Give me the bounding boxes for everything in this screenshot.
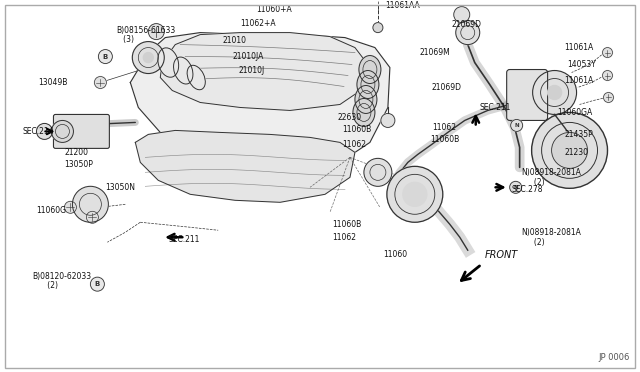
- Text: 11060: 11060: [383, 250, 407, 259]
- Circle shape: [602, 48, 612, 58]
- Circle shape: [99, 49, 113, 64]
- Text: 11062: 11062: [342, 140, 366, 149]
- Circle shape: [132, 42, 164, 74]
- Circle shape: [602, 71, 612, 80]
- Text: (3): (3): [116, 35, 134, 44]
- Text: 21435P: 21435P: [564, 130, 593, 139]
- Circle shape: [552, 132, 588, 169]
- Circle shape: [532, 71, 577, 115]
- Text: 11061A: 11061A: [564, 76, 594, 85]
- Text: SEC.278: SEC.278: [511, 185, 543, 194]
- Circle shape: [509, 181, 522, 193]
- FancyBboxPatch shape: [507, 70, 548, 121]
- Text: SEC.211: SEC.211: [480, 103, 511, 112]
- Ellipse shape: [353, 99, 375, 126]
- Circle shape: [454, 7, 470, 23]
- Text: N)08918-2081A: N)08918-2081A: [522, 168, 582, 177]
- Polygon shape: [135, 131, 355, 202]
- Ellipse shape: [355, 86, 377, 113]
- Text: 11062+A: 11062+A: [240, 19, 276, 28]
- Text: 21010: 21010: [222, 36, 246, 45]
- Text: 13049B: 13049B: [38, 78, 68, 87]
- Text: 11060+A: 11060+A: [256, 5, 292, 14]
- Text: B)08120-62033: B)08120-62033: [33, 272, 92, 280]
- Text: 11061AA: 11061AA: [385, 1, 420, 10]
- Circle shape: [604, 93, 614, 102]
- Text: 11060G: 11060G: [36, 206, 67, 215]
- Text: 22630: 22630: [338, 113, 362, 122]
- Ellipse shape: [359, 55, 381, 83]
- Text: SEC.214: SEC.214: [22, 127, 54, 136]
- Circle shape: [72, 186, 108, 222]
- Text: SEC.211: SEC.211: [168, 235, 200, 244]
- Text: 13050P: 13050P: [65, 160, 93, 169]
- Text: N: N: [515, 123, 519, 128]
- Ellipse shape: [187, 65, 205, 90]
- Text: 21230: 21230: [564, 148, 589, 157]
- Text: N)08918-2081A: N)08918-2081A: [522, 228, 582, 237]
- Text: 11060B: 11060B: [332, 220, 361, 229]
- Circle shape: [94, 77, 106, 89]
- Text: 21069D: 21069D: [452, 20, 482, 29]
- Circle shape: [387, 166, 443, 222]
- FancyBboxPatch shape: [54, 115, 109, 148]
- Circle shape: [148, 23, 164, 39]
- Text: (2): (2): [522, 238, 544, 247]
- Text: N: N: [513, 185, 518, 190]
- Text: 11062: 11062: [332, 233, 356, 242]
- Circle shape: [90, 277, 104, 291]
- Text: 21069M: 21069M: [420, 48, 451, 57]
- Circle shape: [548, 86, 561, 99]
- Text: FRONT: FRONT: [484, 250, 518, 260]
- Circle shape: [373, 23, 383, 33]
- Circle shape: [511, 119, 523, 131]
- Ellipse shape: [158, 48, 179, 77]
- Circle shape: [532, 112, 607, 188]
- Circle shape: [456, 20, 480, 45]
- Text: 21200: 21200: [65, 148, 88, 157]
- Text: 21069D: 21069D: [432, 83, 462, 92]
- Ellipse shape: [357, 71, 379, 99]
- Text: 11060GA: 11060GA: [557, 108, 593, 117]
- Circle shape: [381, 113, 395, 128]
- Text: 13050N: 13050N: [106, 183, 136, 192]
- Circle shape: [364, 158, 392, 186]
- Text: 11060B: 11060B: [342, 125, 371, 134]
- Circle shape: [65, 201, 76, 213]
- Text: 14053Y: 14053Y: [568, 60, 596, 69]
- Text: JP 0006: JP 0006: [598, 353, 630, 362]
- Text: (2): (2): [522, 178, 544, 187]
- Circle shape: [403, 182, 427, 206]
- Polygon shape: [160, 33, 368, 110]
- Circle shape: [36, 124, 52, 140]
- Text: 21010J: 21010J: [238, 66, 264, 75]
- Circle shape: [51, 121, 74, 142]
- Polygon shape: [131, 33, 390, 167]
- Text: B: B: [103, 54, 108, 60]
- Text: B: B: [95, 281, 100, 287]
- Text: 11062: 11062: [432, 123, 456, 132]
- Circle shape: [86, 211, 99, 223]
- Text: 21010JA: 21010JA: [232, 52, 264, 61]
- Text: (2): (2): [33, 280, 58, 290]
- Text: 11060B: 11060B: [430, 135, 459, 144]
- Circle shape: [143, 52, 154, 62]
- Ellipse shape: [173, 57, 193, 84]
- Text: B)08156-61633: B)08156-61633: [116, 26, 175, 35]
- Text: 11061A: 11061A: [564, 43, 594, 52]
